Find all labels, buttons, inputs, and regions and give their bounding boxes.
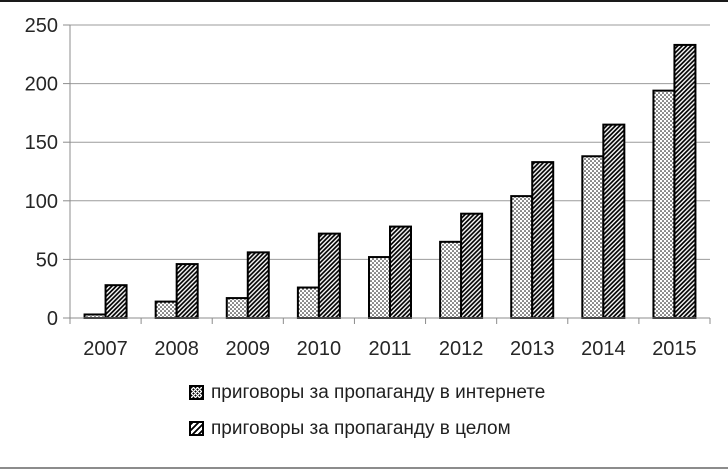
x-tick-label: 2011 xyxy=(368,338,411,360)
bar-total-2007 xyxy=(104,284,128,319)
bar-internet-2011 xyxy=(368,256,391,319)
bars xyxy=(83,43,697,320)
bar-total-2012 xyxy=(460,212,484,319)
diagonal-hatch-swatch-icon xyxy=(189,421,204,436)
x-tick-label: 2014 xyxy=(581,338,626,360)
bar-internet-2013 xyxy=(510,195,534,319)
dotted-pattern-swatch-icon xyxy=(189,385,204,400)
y-tick-label: 0 xyxy=(47,308,58,330)
x-tick-label: 2007 xyxy=(83,338,128,360)
bar-total-2008 xyxy=(175,263,199,319)
legend-label-total: приговоры за пропаганду в целом xyxy=(211,418,511,439)
bar-total-2014 xyxy=(602,123,626,320)
x-tick-label: 2010 xyxy=(297,338,342,360)
bar-total-2015 xyxy=(673,43,697,319)
axis-labels: 0 50 100 150 200 250 2007 2008 2009 2010 2011 2012 2… xyxy=(25,15,697,360)
bar-internet-2010 xyxy=(296,286,320,319)
axes xyxy=(63,24,711,324)
bar-internet-2007 xyxy=(83,313,107,320)
y-tick-label: 250 xyxy=(25,15,58,37)
bar-internet-2012 xyxy=(439,240,463,320)
bar-internet-2015 xyxy=(652,89,676,319)
x-tick-label: 2013 xyxy=(510,338,555,360)
bar-chart: 0 50 100 150 200 250 2007 2008 2009 2010 2011 2012 2… xyxy=(25,15,711,360)
chart-legend: приговоры за пропаганду в интернете приг… xyxy=(189,382,728,439)
bar-internet-2014 xyxy=(581,155,605,319)
bar-total-2010 xyxy=(317,232,341,319)
bar-total-2013 xyxy=(531,161,555,319)
bar-internet-2009 xyxy=(225,297,249,319)
bar-total-2009 xyxy=(246,251,270,319)
bar-total-2011 xyxy=(389,225,412,319)
y-tick-label: 100 xyxy=(25,191,58,213)
x-tick-label: 2009 xyxy=(226,338,271,360)
legend-item-internet: приговоры за пропаганду в интернете xyxy=(189,382,728,403)
y-tick-label: 150 xyxy=(25,132,58,154)
x-tick-label: 2008 xyxy=(154,338,199,360)
x-tick-label: 2015 xyxy=(652,338,697,360)
x-tick-label: 2012 xyxy=(439,338,484,360)
legend-label-internet: приговоры за пропаганду в интернете xyxy=(211,382,546,403)
y-tick-label: 50 xyxy=(36,249,58,271)
legend-item-total: приговоры за пропаганду в целом xyxy=(189,418,728,439)
y-tick-label: 200 xyxy=(25,74,58,96)
bar-internet-2008 xyxy=(154,300,178,319)
